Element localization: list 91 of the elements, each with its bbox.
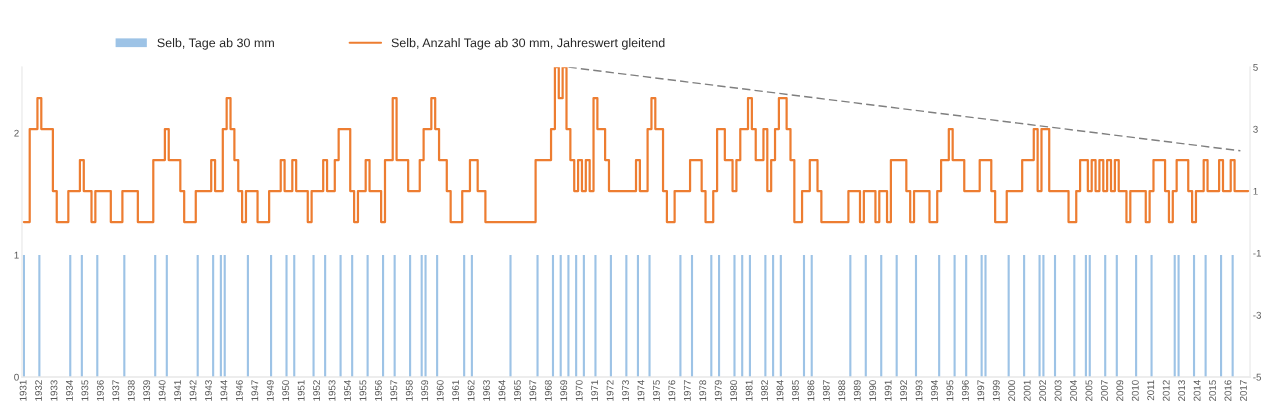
x-tick-label: 1942	[189, 380, 197, 401]
x-tick-label: 1975	[652, 380, 660, 401]
x-tick-label: 1935	[81, 380, 89, 401]
x-tick-label: 1995	[946, 380, 954, 401]
x-tick-label: 1979	[714, 380, 722, 401]
x-tick-label: 2010	[1131, 380, 1139, 401]
x-tick-label: 1962	[467, 380, 475, 401]
x-tick-label: 1968	[544, 380, 552, 401]
x-tick-label: 1988	[838, 380, 846, 401]
x-tick-label: 1946	[235, 380, 243, 401]
x-tick-label: 1974	[637, 380, 645, 401]
x-tick-label: 1992	[900, 380, 908, 401]
x-tick-label: 1991	[884, 380, 892, 401]
x-tick-label: 1956	[374, 380, 382, 401]
x-tick-label: 1954	[344, 380, 351, 401]
x-tick-label: 1959	[421, 380, 429, 401]
y2-tick-label: -3	[1253, 311, 1262, 319]
x-tick-label: 2013	[1178, 380, 1186, 401]
x-tick-label: 1985	[792, 380, 799, 401]
x-tick-label: 1955	[359, 380, 367, 401]
x-tick-label: 1982	[761, 380, 768, 401]
x-tick-label: 1941	[174, 380, 181, 401]
x-tick-label: 1994	[931, 380, 938, 401]
x-tick-label: 1961	[452, 380, 460, 401]
x-tick-label: 1944	[220, 380, 228, 401]
x-tick-label: 1984	[776, 380, 784, 401]
x-tick-label: 2015	[1209, 380, 1216, 401]
legend-label: Selb, Tage ab 30 mm	[157, 38, 274, 50]
x-tick-label: 2001	[1023, 380, 1031, 401]
x-tick-label: 1936	[96, 380, 104, 401]
x-tick-label: 1981	[745, 380, 753, 401]
x-tick-label: 2007	[1100, 380, 1108, 401]
x-tick-label: 1934	[65, 380, 73, 401]
x-tick-label: 2003	[1054, 380, 1062, 401]
x-tick-label: 2012	[1162, 380, 1170, 401]
x-tick-label: 1953	[328, 380, 336, 401]
x-tick-label: 1969	[560, 380, 568, 401]
y2-tick-label: -1	[1253, 249, 1261, 257]
x-tick-label: 1952	[313, 380, 321, 401]
x-tick-label: 1967	[529, 380, 537, 401]
x-tick-label: 1931	[19, 380, 27, 401]
x-tick-label: 1965	[513, 380, 521, 401]
x-tick-label: 1978	[699, 380, 707, 401]
x-tick-label: 2017	[1239, 380, 1247, 401]
x-tick-label: 1990	[869, 380, 877, 401]
x-tick-label: 2016	[1224, 380, 1232, 401]
y-tick-label: 2	[14, 129, 19, 137]
x-tick-label: 1980	[730, 380, 738, 401]
y2-tick-label: 3	[1253, 125, 1258, 133]
x-tick-label: 1938	[127, 380, 135, 401]
x-tick-label: 1947	[251, 380, 259, 401]
x-tick-label: 1971	[591, 380, 599, 401]
x-tick-label: 1960	[436, 380, 444, 401]
x-tick-label: 1993	[915, 380, 923, 401]
x-tick-label: 1999	[992, 380, 1000, 401]
x-tick-label: 1997	[977, 380, 985, 401]
x-tick-label: 1949	[266, 380, 274, 401]
y2-tick-label: 1	[1253, 187, 1258, 195]
legend-label: Selb, Anzahl Tage ab 30 mm, Jahreswert gleitend	[391, 38, 665, 50]
x-tick-label: 1972	[606, 380, 614, 401]
x-tick-label: 1932	[35, 380, 42, 401]
x-tick-label: 1939	[143, 380, 151, 401]
y2-tick-label: -5	[1253, 373, 1262, 381]
x-tick-label: 1958	[405, 380, 413, 401]
x-tick-label: 1950	[282, 380, 290, 401]
x-tick-label: 1951	[297, 380, 305, 401]
x-tick-label: 1940	[158, 380, 166, 401]
x-tick-label: 1963	[483, 380, 490, 401]
x-tick-label: 2009	[1116, 380, 1124, 401]
x-tick-label: 1996	[961, 380, 969, 401]
x-tick-label: 2002	[1039, 380, 1047, 401]
x-tick-label: 1976	[668, 380, 676, 401]
y-tick-label: 1	[14, 251, 19, 259]
x-tick-label: 1964	[498, 380, 506, 401]
x-tick-label: 1973	[622, 380, 629, 401]
x-tick-label: 2014	[1193, 380, 1201, 401]
x-tick-label: 2005	[1085, 380, 1093, 401]
x-tick-label: 2000	[1008, 380, 1016, 401]
x-tick-label: 1987	[822, 380, 830, 401]
x-tick-label: 1970	[575, 380, 583, 401]
y2-tick-label: 5	[1253, 63, 1258, 71]
x-tick-label: 1933	[50, 380, 58, 401]
x-tick-label: 1989	[853, 380, 861, 401]
x-tick-label: 2004	[1070, 380, 1077, 401]
x-tick-label: 1937	[112, 380, 120, 401]
x-tick-label: 1943	[205, 380, 212, 401]
x-tick-label: 2011	[1147, 380, 1155, 401]
x-tick-label: 1977	[683, 380, 691, 401]
x-tick-label: 1957	[390, 380, 398, 401]
y-tick-label: 0	[14, 373, 19, 381]
x-tick-label: 1986	[807, 380, 815, 401]
